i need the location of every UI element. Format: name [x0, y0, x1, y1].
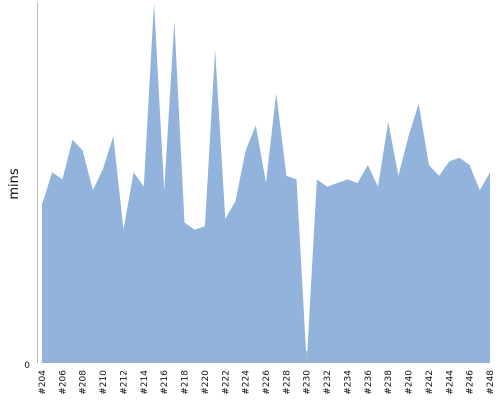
data-point	[468, 164, 471, 167]
data-point	[387, 120, 390, 123]
x-tick-label: #228	[282, 370, 292, 395]
data-point	[397, 174, 400, 177]
x-tick-label: #246	[466, 370, 476, 395]
data-point	[417, 102, 420, 105]
data-point	[132, 171, 135, 174]
data-point	[173, 20, 176, 23]
data-point	[285, 174, 288, 177]
x-tick-label: #212	[120, 370, 130, 395]
data-point	[336, 182, 339, 185]
data-point	[458, 156, 461, 159]
x-tick-label: #216	[160, 370, 170, 395]
x-tick-label: #206	[58, 370, 68, 395]
x-tick-label: #222	[221, 370, 231, 395]
failed-build-marker	[302, 351, 311, 363]
y-axis-title: mins	[7, 168, 22, 200]
x-tick-label: #220	[201, 370, 211, 395]
series-area	[42, 3, 490, 363]
plot-area	[41, 2, 492, 365]
data-point	[234, 200, 237, 203]
x-tick-label: #232	[323, 370, 333, 395]
data-point	[81, 149, 84, 152]
data-point	[366, 164, 369, 167]
data-point	[265, 182, 268, 185]
x-axis: #204 #206 #208 #210 #212 #214 #216 #218 #220 #222…	[38, 370, 496, 395]
x-tick-label: #230	[303, 370, 313, 395]
x-tick-label: #240	[405, 370, 415, 395]
data-point	[295, 178, 298, 181]
data-point	[489, 171, 492, 174]
y-tick-label: 0	[24, 361, 30, 371]
x-tick-label: #208	[79, 370, 89, 395]
data-point	[153, 2, 156, 5]
data-point	[51, 171, 54, 174]
data-point	[102, 167, 105, 170]
x-tick-label: #226	[262, 370, 272, 395]
data-point	[305, 362, 308, 365]
data-point	[163, 189, 166, 192]
data-point	[112, 135, 115, 138]
x-tick-label: #242	[425, 370, 435, 395]
data-point	[142, 185, 145, 188]
data-point	[224, 218, 227, 221]
data-point	[407, 135, 410, 138]
data-point	[61, 178, 64, 181]
x-tick-label: #218	[181, 370, 191, 395]
data-point	[71, 138, 74, 141]
x-tick-label: #210	[99, 370, 109, 395]
data-point	[254, 124, 257, 127]
data-point	[41, 203, 44, 206]
x-tick-label: #236	[364, 370, 374, 395]
data-point	[275, 92, 278, 95]
data-point	[193, 228, 196, 231]
x-tick-label: #238	[384, 370, 394, 395]
data-point	[315, 178, 318, 181]
data-point	[326, 185, 329, 188]
data-point	[377, 185, 380, 188]
x-tick-label: #234	[344, 370, 354, 395]
data-point	[478, 189, 481, 192]
data-point	[122, 228, 125, 231]
data-point	[91, 189, 94, 192]
x-tick-label: #214	[140, 370, 150, 395]
x-tick-label: #224	[242, 370, 252, 395]
x-tick-label: #204	[38, 370, 48, 395]
data-point	[356, 182, 359, 185]
data-point	[448, 160, 451, 163]
data-point	[244, 149, 247, 152]
data-point	[438, 174, 441, 177]
data-point	[183, 221, 186, 224]
data-point	[203, 225, 206, 228]
data-point	[427, 164, 430, 167]
x-tick-label: #244	[445, 370, 455, 395]
data-point	[214, 48, 217, 51]
data-point	[346, 178, 349, 181]
x-tick-label: #248	[486, 370, 496, 395]
